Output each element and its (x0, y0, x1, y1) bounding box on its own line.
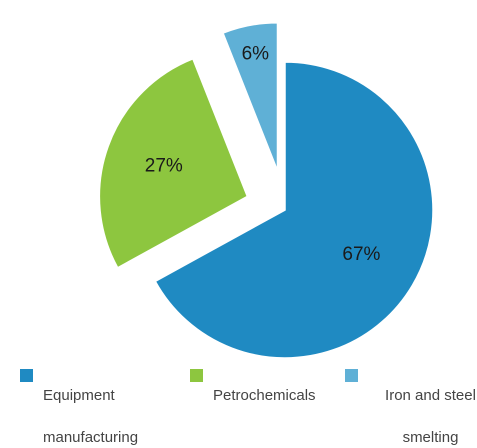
pie-slice-equipment-manufacturing (154, 61, 434, 359)
pie-slice-iron-and-steel-smelting (222, 21, 279, 171)
legend: Equipment manufacturing Petrochemicals I… (0, 364, 477, 446)
legend-label-line2: manufacturing (43, 429, 139, 446)
legend-label-iron-and-steel-smelting: Iron and steel smelting (368, 364, 477, 448)
legend-label-line1: Petrochemicals (213, 387, 316, 404)
legend-swatch-equipment-manufacturing (20, 369, 33, 382)
pie-chart: 67% 27% 6% (98, 21, 434, 359)
legend-item-equipment-manufacturing: Equipment manufacturing (20, 364, 173, 448)
legend-label-line1: Iron and steel (385, 387, 476, 404)
legend-swatch-iron-and-steel-smelting (345, 369, 358, 382)
legend-swatch-petrochemicals (190, 369, 203, 382)
legend-label-line1: Equipment (43, 387, 115, 404)
pie-slice-petrochemicals (98, 57, 249, 269)
data-label-equipment-manufacturing: 67% (342, 244, 380, 265)
data-label-iron-and-steel-smelting: 6% (242, 43, 270, 64)
legend-label-line2: smelting (402, 429, 459, 446)
legend-label-equipment-manufacturing: Equipment manufacturing (43, 364, 173, 448)
legend-label-petrochemicals: Petrochemicals (213, 364, 343, 406)
data-label-petrochemicals: 27% (145, 155, 183, 176)
legend-item-iron-and-steel-smelting: Iron and steel smelting (345, 364, 477, 448)
legend-item-petrochemicals: Petrochemicals (190, 364, 343, 406)
